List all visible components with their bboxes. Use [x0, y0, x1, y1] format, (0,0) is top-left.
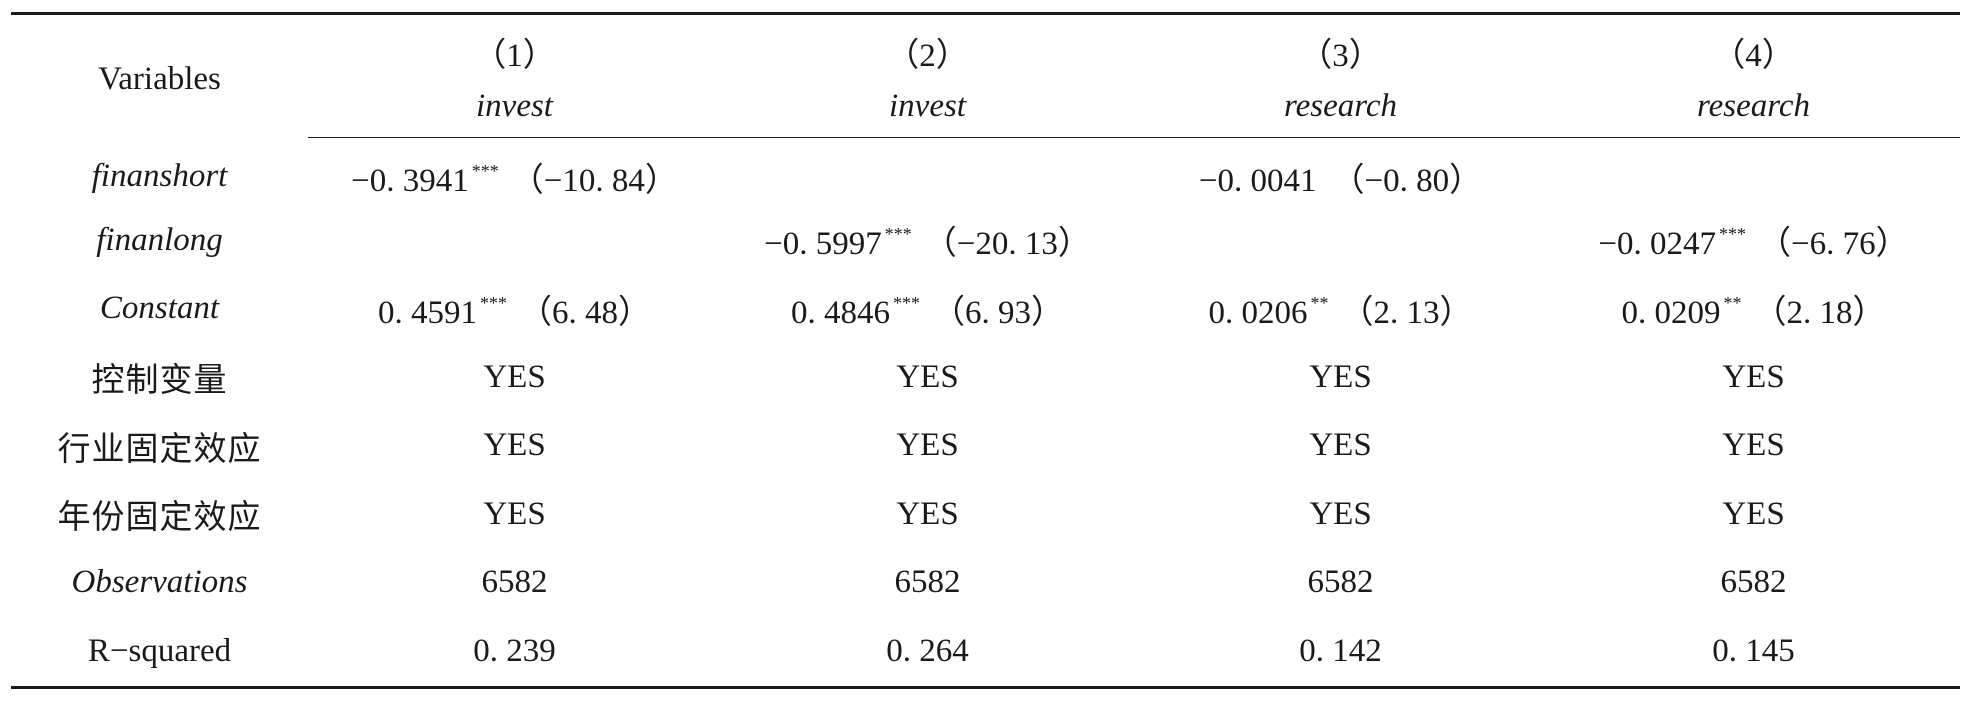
- table-cell: YES: [896, 427, 959, 464]
- table-row-observations: Observations 6582 6582 6582 6582: [11, 549, 1960, 618]
- table-row-r-squared: R−squared 0. 239 0. 264 0. 142 0. 145: [11, 617, 1960, 689]
- row-label: finanlong: [96, 221, 223, 258]
- table-row-finanshort: finanshort −0. 3941 *** （−10. 84） −0. 0041…: [11, 138, 1960, 207]
- table-row-controls: 控制变量 YES YES YES YES: [11, 343, 1960, 412]
- column-number-4: （4）: [1547, 12, 1960, 83]
- table-cell: 6582: [481, 564, 548, 601]
- coefficient: −0. 0041: [1198, 163, 1317, 199]
- t-statistic: （−0. 80）: [1331, 163, 1483, 199]
- significance-stars: ***: [1719, 224, 1746, 245]
- table-cell: YES: [1722, 427, 1785, 464]
- table-body: finanshort −0. 3941 *** （−10. 84） −0. 0041…: [11, 138, 1960, 689]
- coefficient-cell: 0. 4591 *** （6. 48）: [308, 275, 721, 344]
- coefficient-cell: −0. 0041 （−0. 80）: [1134, 138, 1547, 207]
- dependent-variable-4: research: [1547, 83, 1960, 138]
- t-statistic: （6. 93）: [932, 294, 1064, 331]
- dependent-variable-3: research: [1134, 83, 1547, 138]
- table-cell: YES: [896, 495, 959, 532]
- dependent-variable-2: invest: [721, 83, 1134, 138]
- coefficient: 0. 4591: [378, 294, 477, 331]
- table-cell: 0. 145: [1547, 617, 1960, 689]
- coefficient-cell: [721, 138, 1134, 207]
- table-cell: YES: [1722, 495, 1785, 532]
- table-cell: 6582: [1307, 564, 1374, 601]
- row-label: Observations: [71, 564, 248, 601]
- significance-stars: **: [1723, 292, 1742, 313]
- table-cell: YES: [1309, 427, 1372, 464]
- regression-table: Variables （1） （2） （3） （4） invest invest …: [11, 12, 1960, 689]
- coefficient-cell: −0. 3941 *** （−10. 84）: [308, 138, 721, 207]
- table-row-constant: Constant 0. 4591 *** （6. 48） 0. 4846 *** （6.…: [11, 275, 1960, 344]
- coefficient: −0. 0247: [1598, 226, 1716, 263]
- coefficient: 0. 4846: [791, 294, 890, 331]
- coefficient-cell: 0. 0206 ** （2. 13）: [1134, 275, 1547, 344]
- coefficient: 0. 0209: [1621, 294, 1721, 331]
- t-statistic: （−20. 13）: [923, 226, 1091, 263]
- table-cell: 6582: [894, 564, 961, 601]
- coefficient-cell: [1547, 138, 1960, 207]
- t-statistic: （6. 48）: [519, 294, 651, 331]
- row-label: Constant: [99, 290, 220, 327]
- table-cell: YES: [483, 358, 546, 395]
- t-statistic: （2. 13）: [1340, 294, 1473, 331]
- table-row-industry-fe: 行业固定效应 YES YES YES YES: [11, 412, 1960, 481]
- significance-stars: **: [1310, 292, 1329, 313]
- column-number-3: （3）: [1134, 12, 1547, 83]
- table-cell: YES: [1722, 358, 1785, 395]
- table-cell: YES: [1309, 495, 1372, 532]
- row-label: 行业固定效应: [57, 428, 262, 468]
- row-label: finanshort: [91, 158, 228, 195]
- table-cell: 0. 142: [1134, 617, 1547, 689]
- column-number-2: （2）: [721, 12, 1134, 83]
- table-cell: YES: [483, 495, 546, 532]
- coefficient-cell: −0. 0247 *** （−6. 76）: [1547, 206, 1960, 275]
- table-cell: YES: [483, 427, 546, 464]
- table-cell: 0. 264: [721, 617, 1134, 689]
- row-label: 控制变量: [91, 360, 228, 400]
- significance-stars: ***: [884, 224, 912, 245]
- coefficient: −0. 3941: [351, 163, 469, 199]
- t-statistic: （−10. 84）: [510, 163, 678, 199]
- coefficient-cell: [308, 206, 721, 275]
- dependent-variable-1: invest: [308, 83, 721, 138]
- coefficient-cell: −0. 5997 *** （−20. 13）: [721, 206, 1134, 275]
- table-header: Variables （1） （2） （3） （4） invest invest …: [11, 12, 1960, 138]
- table-cell: YES: [1309, 358, 1372, 395]
- column-number-1: （1）: [308, 12, 721, 83]
- significance-stars: ***: [480, 292, 507, 313]
- row-label: R−squared: [11, 617, 308, 689]
- coefficient-cell: 0. 0209 ** （2. 18）: [1547, 275, 1960, 344]
- coefficient-cell: [1134, 206, 1547, 275]
- table-cell: 0. 239: [308, 617, 721, 689]
- table-cell: YES: [896, 358, 959, 395]
- coefficient-cell: 0. 4846 *** （6. 93）: [721, 275, 1134, 344]
- coefficient: −0. 5997: [764, 226, 882, 263]
- table-cell: 6582: [1720, 564, 1787, 601]
- row-label: 年份固定效应: [57, 497, 262, 537]
- t-statistic: （2. 18）: [1753, 294, 1886, 331]
- t-statistic: （−6. 76）: [1758, 226, 1909, 263]
- coefficient: 0. 0206: [1208, 294, 1308, 331]
- significance-stars: ***: [471, 161, 499, 181]
- variables-header: Variables: [11, 12, 308, 138]
- table-row-finanlong: finanlong −0. 5997 *** （−20. 13） −0. 0247 *…: [11, 206, 1960, 275]
- table-row-year-fe: 年份固定效应 YES YES YES YES: [11, 480, 1960, 549]
- significance-stars: ***: [893, 292, 920, 313]
